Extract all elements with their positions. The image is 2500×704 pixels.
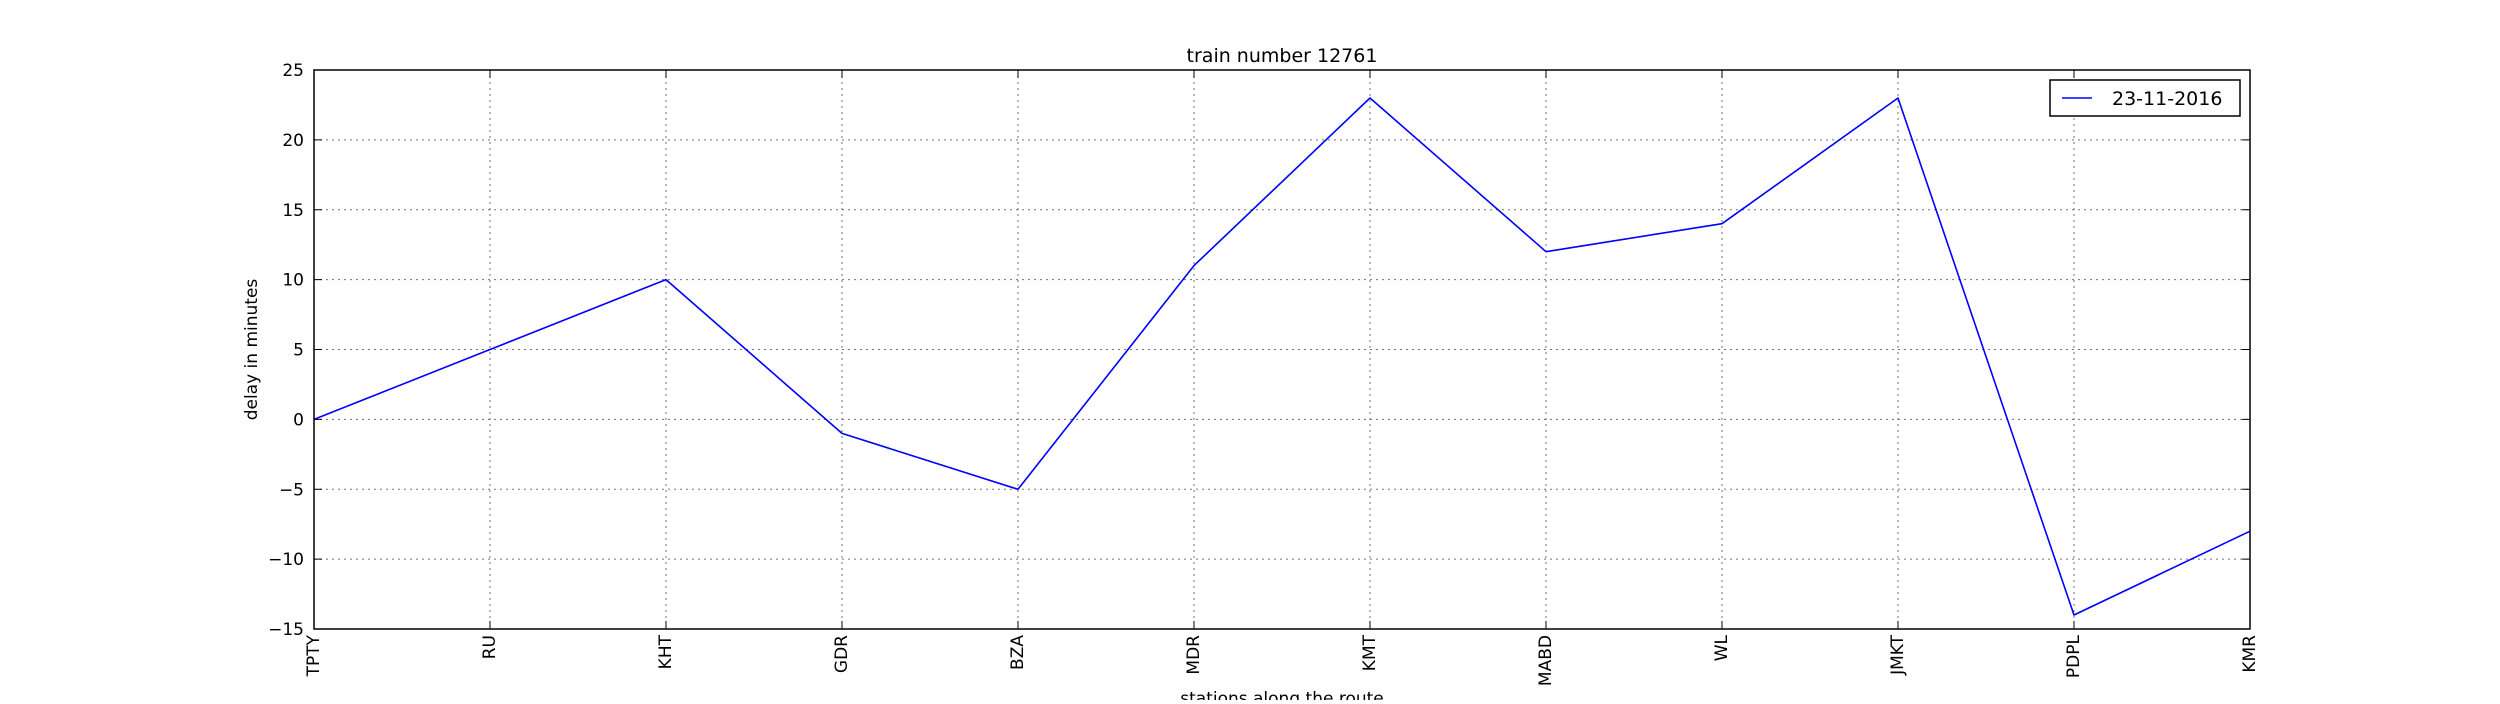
axis-ticks [313,69,2251,630]
x-tick-label: BZA [1008,635,1028,670]
y-tick-label: 5 [293,341,304,361]
x-tick-label: RU [480,635,500,659]
x-tick-label: MDR [1184,635,1204,675]
x-tick-label: JMKT [1888,634,1908,676]
grid-lines [314,70,2250,629]
x-tick-label: MABD [1536,635,1556,686]
legend: 23-11-2016 [2049,79,2241,117]
y-tick-label: −10 [268,550,304,570]
x-tick-label: KMR [2240,635,2260,673]
x-tick-label: PDPL [2064,634,2084,678]
series-lines [313,97,2251,616]
y-tick-label: 20 [282,131,304,151]
y-tick-label: 15 [282,201,304,221]
y-tick-label: 0 [293,410,304,430]
y-tick-label: 25 [282,61,304,81]
y-tick-labels: −15 −10 −5 0 5 10 15 20 25 [268,61,304,640]
legend-label: 23-11-2016 [2112,88,2222,110]
y-tick-label: 10 [282,271,304,291]
series-line [313,97,2251,616]
x-axis-label: stations along the route [1180,689,1384,700]
x-tick-label: WL [1712,634,1732,661]
x-tick-label: TPTY [304,634,324,677]
y-tick-label: −15 [268,620,304,640]
x-tick-labels: TPTY RU KHT GDR BZA MDR KMT MABD WL JMKT PDPL KMR [304,634,2260,686]
x-tick-label: KMT [1360,634,1380,671]
x-tick-label: GDR [832,635,852,673]
chart-title: train number 12761 [1187,45,1378,67]
y-tick-label: −5 [279,480,304,500]
y-axis-label: delay in minutes [242,279,262,421]
x-tick-label: KHT [656,634,676,669]
